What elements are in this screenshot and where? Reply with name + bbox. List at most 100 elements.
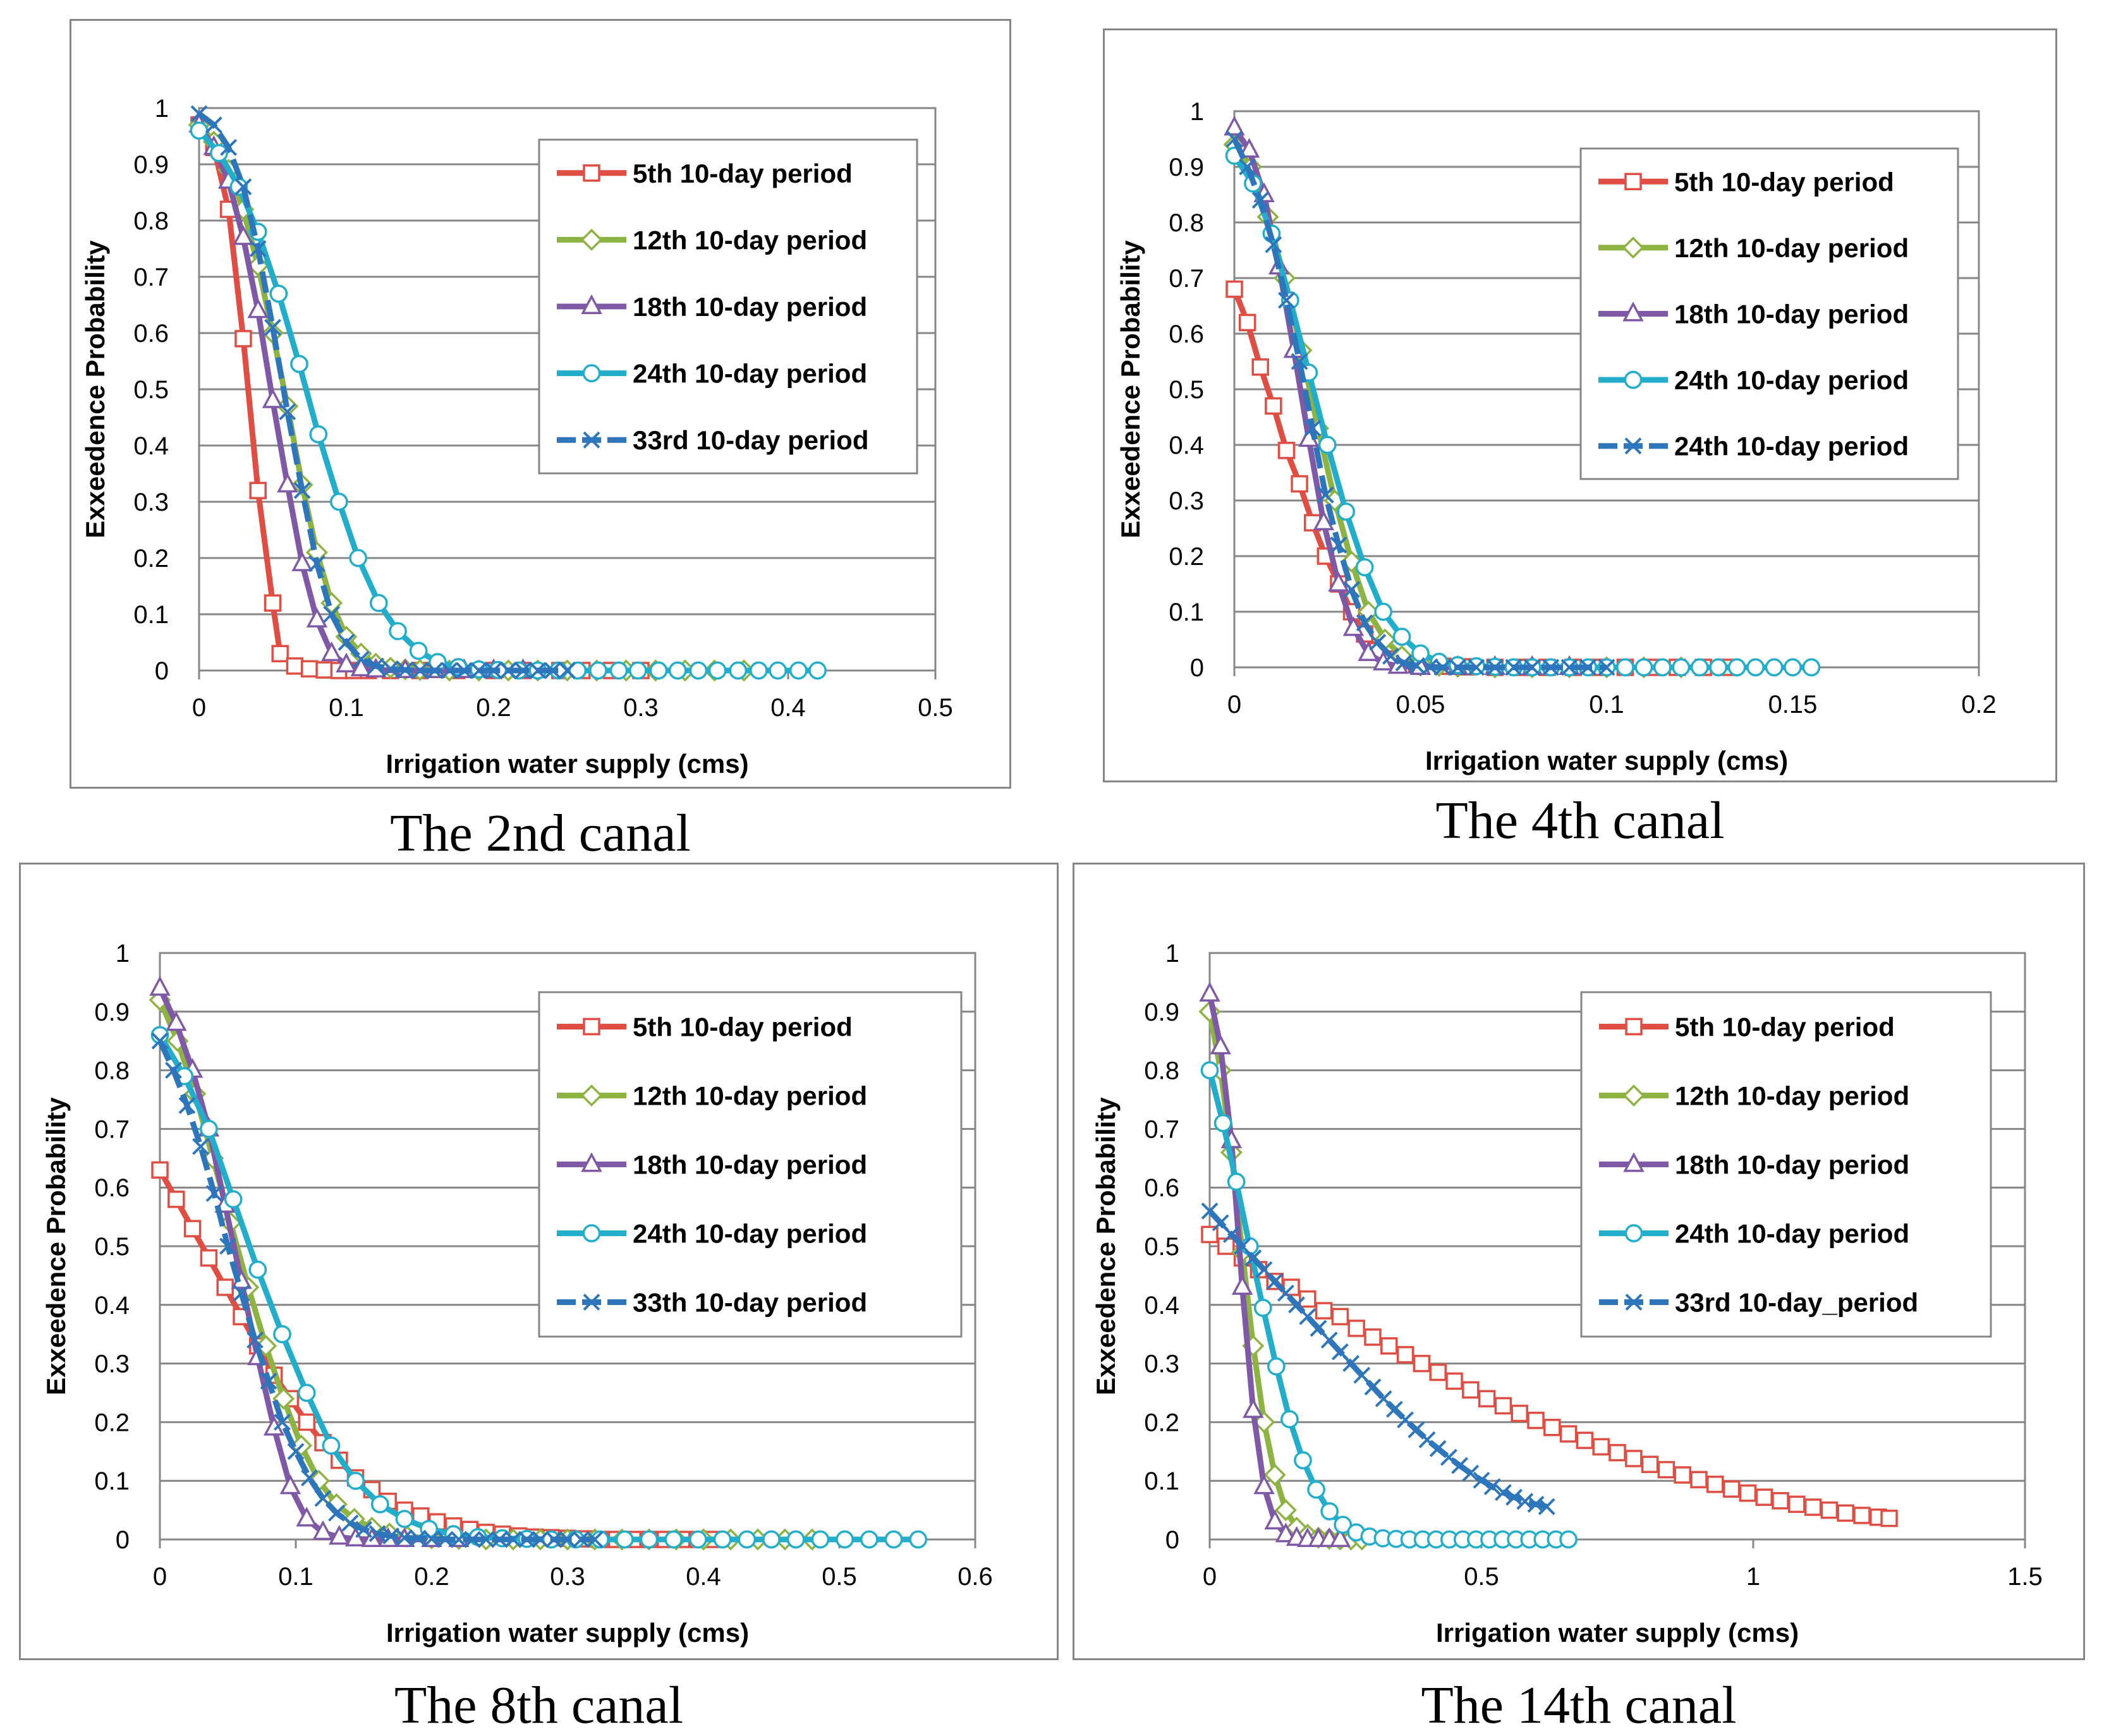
data-point bbox=[1440, 1448, 1457, 1466]
data-point bbox=[350, 657, 372, 677]
chart-panel-8th-canal: 0 0.1 0.2 0.3 0.4 0.5 0.6 0.7 0.8 0.9 1 0 0.1 0.2 0.3 0… bbox=[19, 863, 1059, 1735]
legend-label: 18th 10-day period bbox=[633, 292, 867, 322]
y-tick-label: 0.3 bbox=[1169, 487, 1204, 515]
data-point bbox=[1239, 158, 1256, 176]
y-tick-label: 0 bbox=[1190, 654, 1204, 682]
data-point bbox=[1462, 1381, 1480, 1399]
chart-14th-canal-svg: 0 0.1 0.2 0.3 0.4 0.5 0.6 0.7 0.8 0.9 1 0 0.5 1 1.5 Irr… bbox=[1091, 940, 2043, 1648]
data-point bbox=[1251, 191, 1269, 209]
x-tick-label: 0.1 bbox=[329, 694, 364, 722]
data-point bbox=[750, 661, 768, 680]
data-point bbox=[1772, 1492, 1789, 1510]
data-point bbox=[1294, 1451, 1312, 1470]
data-point bbox=[1264, 1509, 1286, 1530]
data-point bbox=[306, 607, 328, 628]
data-point bbox=[664, 1530, 683, 1549]
data-point bbox=[1494, 1484, 1512, 1502]
data-point bbox=[860, 1530, 879, 1549]
y-axis-label: Exxeedence Probability bbox=[41, 1097, 71, 1395]
data-point bbox=[1727, 658, 1746, 677]
legend-marker bbox=[1622, 301, 1644, 322]
y-tick-label: 0.3 bbox=[1144, 1351, 1179, 1378]
data-point bbox=[464, 1531, 481, 1548]
legend: 5th 10-day period 12th 10-day period 18th … bbox=[1579, 147, 1959, 480]
y-tick-label: 0.2 bbox=[94, 1409, 130, 1436]
x-tick-label: 0.3 bbox=[550, 1563, 585, 1591]
y-tick-label: 0.6 bbox=[1144, 1174, 1179, 1202]
data-point bbox=[499, 662, 517, 679]
data-point bbox=[1267, 1357, 1286, 1376]
x-tick-label: 1.5 bbox=[2007, 1563, 2043, 1591]
x-tick-label: 0.05 bbox=[1396, 691, 1445, 719]
data-point bbox=[260, 1373, 277, 1390]
data-point bbox=[1543, 1419, 1561, 1436]
data-point bbox=[470, 662, 488, 679]
legend-marker bbox=[583, 1294, 600, 1311]
data-point bbox=[729, 661, 748, 680]
series-s33 bbox=[1201, 1202, 1555, 1515]
data-point bbox=[200, 1249, 218, 1267]
data-point bbox=[1395, 654, 1413, 672]
x-tick-label: 0 bbox=[192, 694, 206, 722]
data-point bbox=[1382, 647, 1399, 665]
data-point bbox=[166, 1011, 187, 1031]
data-point bbox=[1429, 1363, 1447, 1381]
y-axis-label: Exxeedence Probability bbox=[1116, 240, 1145, 538]
series-line bbox=[1207, 1011, 1362, 1543]
data-point bbox=[1820, 1501, 1839, 1519]
legend-label: 12th 10-day period bbox=[1674, 233, 1909, 263]
legend-label: 18th 10-day period bbox=[633, 1150, 867, 1180]
data-point bbox=[1411, 644, 1430, 663]
data-point bbox=[1804, 1498, 1822, 1516]
data-point bbox=[909, 1530, 928, 1549]
data-point bbox=[308, 555, 325, 573]
data-point bbox=[190, 105, 208, 123]
data-point bbox=[423, 1530, 441, 1548]
x-tick-label: 0 bbox=[1203, 1563, 1217, 1591]
data-point bbox=[1392, 628, 1411, 646]
legend-label: 24th 10-day period bbox=[1675, 1219, 1909, 1249]
data-point bbox=[1579, 659, 1596, 676]
data-point bbox=[1608, 1443, 1626, 1462]
data-point bbox=[1263, 1464, 1286, 1486]
data-point bbox=[1413, 1354, 1431, 1373]
chart-caption: The 2nd canal bbox=[390, 804, 691, 863]
data-point bbox=[248, 1260, 267, 1279]
data-point bbox=[409, 641, 428, 660]
data-point bbox=[279, 1474, 301, 1495]
data-point bbox=[1291, 475, 1308, 493]
data-point bbox=[518, 1531, 535, 1548]
data-point bbox=[689, 1530, 707, 1549]
data-point bbox=[609, 661, 628, 680]
legend-label: 33rd 10-day period bbox=[633, 425, 868, 455]
series-s33 bbox=[151, 1032, 604, 1548]
x-tick-label: 0.4 bbox=[770, 694, 806, 722]
legend-marker bbox=[582, 364, 601, 382]
x-tick-label: 0.2 bbox=[1961, 691, 1997, 719]
y-tick-label: 0.6 bbox=[94, 1174, 130, 1202]
data-point bbox=[315, 661, 333, 679]
x-axis-label: Irrigation water supply (cms) bbox=[386, 749, 748, 779]
data-point bbox=[1478, 1390, 1496, 1408]
data-point bbox=[205, 1185, 223, 1202]
data-point bbox=[271, 645, 289, 663]
data-point bbox=[628, 661, 647, 680]
chart-4th-canal-svg: 0 0.1 0.2 0.3 0.4 0.5 0.6 0.7 0.8 0.9 1 0 0.05 0.1 0.1… bbox=[1116, 98, 1997, 775]
series-line bbox=[197, 111, 568, 674]
y-tick-label: 0.9 bbox=[1144, 999, 1179, 1026]
data-point bbox=[1380, 1337, 1398, 1355]
y-tick-label: 0.5 bbox=[1144, 1233, 1179, 1261]
data-point bbox=[1313, 510, 1335, 531]
chart-caption: The 14th canal bbox=[1421, 1676, 1737, 1735]
data-point bbox=[368, 1525, 386, 1543]
data-point bbox=[1315, 1302, 1333, 1320]
data-point bbox=[568, 661, 587, 680]
y-tick-label: 0 bbox=[155, 657, 169, 685]
y-tick-label: 0.5 bbox=[1169, 376, 1204, 404]
legend-label: 5th 10-day period bbox=[633, 1012, 853, 1042]
data-point bbox=[1657, 1460, 1675, 1479]
y-tick-label: 0.2 bbox=[133, 545, 169, 573]
legend-marker bbox=[1622, 1084, 1645, 1107]
chart-frame: 0 0.1 0.2 0.3 0.4 0.5 0.6 0.7 0.8 0.9 1 0 0.1 0.2 0.3 0… bbox=[19, 863, 1059, 1660]
data-point bbox=[1434, 659, 1452, 676]
